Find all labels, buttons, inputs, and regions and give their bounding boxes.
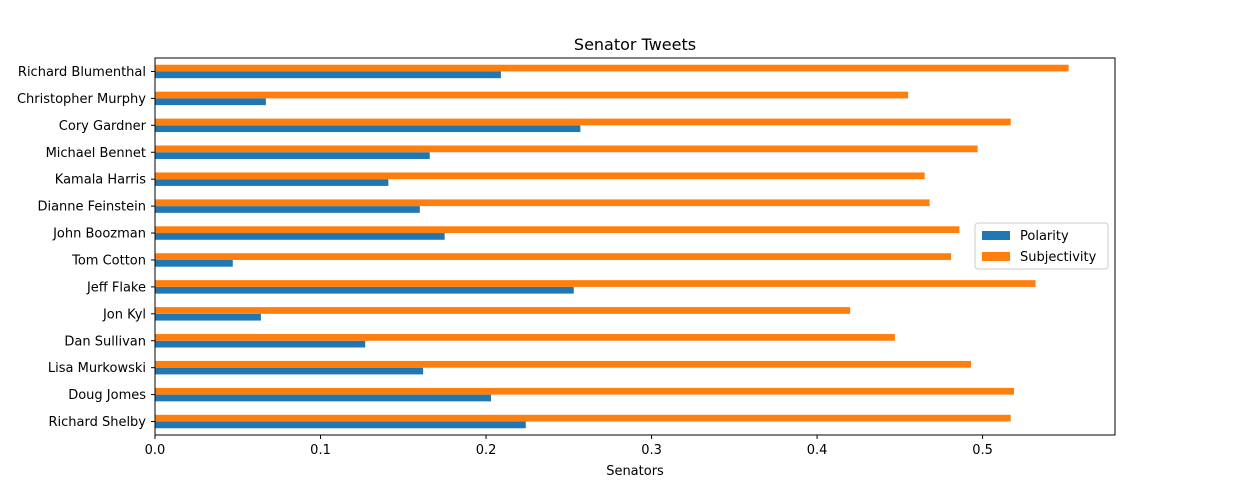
legend-label-polarity: Polarity	[1020, 229, 1069, 244]
bar-subjectivity-jeff-flake	[155, 280, 1036, 287]
bar-subjectivity-lisa-murkowski	[155, 360, 971, 368]
x-tick-label: 0.0	[145, 443, 166, 458]
legend-label-subjectivity: Subjectivity	[1020, 250, 1097, 265]
bars-group	[155, 64, 1069, 429]
plot-frame	[154, 57, 1116, 436]
bar-subjectivity-dan-sullivan	[155, 334, 895, 341]
bar-polarity-dianne-feinstein	[155, 206, 420, 213]
bar-subjectivity-cory-gardner	[155, 118, 1011, 126]
y-tick-label: Kamala Harris	[55, 173, 146, 188]
bar-subjectivity-kamala-harris	[155, 172, 925, 180]
bar-polarity-cory-gardner	[155, 125, 581, 133]
y-tick-label: Jon Kyl	[102, 307, 146, 322]
legend-swatch-subjectivity	[982, 252, 1010, 261]
legend-swatch-polarity	[982, 231, 1010, 240]
bar-polarity-richard-blumenthal	[155, 71, 501, 79]
y-tick-label: Tom Cotton	[71, 253, 146, 268]
x-axis-label: Senators	[606, 464, 664, 479]
y-axis: Richard Shelby Doug Jomes Lisa Murkowski Da…	[17, 65, 155, 430]
y-tick-label: Cory Gardner	[59, 119, 147, 134]
bar-subjectivity-christopher-murphy	[155, 91, 909, 99]
bar-subjectivity-richard-blumenthal	[155, 64, 1069, 72]
bar-polarity-jeff-flake	[155, 286, 574, 294]
bar-subjectivity-tom-cotton	[155, 253, 952, 260]
y-tick-label: Richard Blumenthal	[18, 65, 146, 80]
bar-subjectivity-john-boozman	[155, 226, 960, 234]
legend: Polarity Subjectivity	[974, 222, 1109, 270]
bar-polarity-richard-shelby	[155, 421, 526, 429]
y-tick-label: Doug Jomes	[68, 388, 146, 403]
bar-polarity-dan-sullivan	[155, 340, 366, 348]
x-tick-label: 0.1	[310, 443, 331, 458]
bar-subjectivity-dianne-feinstein	[155, 199, 930, 207]
y-tick-label: John Boozman	[52, 227, 146, 242]
bar-polarity-john-boozman	[155, 233, 445, 240]
bar-polarity-tom-cotton	[155, 259, 233, 267]
bar-polarity-doug-jomes	[155, 394, 491, 402]
bar-subjectivity-doug-jomes	[155, 387, 1015, 395]
bar-polarity-kamala-harris	[155, 179, 389, 186]
x-tick-label: 0.2	[476, 443, 497, 458]
bar-subjectivity-jon-kyl	[155, 307, 851, 314]
y-tick-label: Christopher Murphy	[17, 92, 146, 107]
x-tick-label: 0.3	[641, 443, 662, 458]
x-axis: 0.0 0.1 0.2 0.3 0.4 0.5	[145, 435, 993, 458]
y-tick-label: Dianne Feinstein	[37, 200, 146, 215]
bar-subjectivity-richard-shelby	[155, 414, 1011, 422]
y-tick-label: Richard Shelby	[48, 415, 146, 430]
bar-polarity-michael-bennet	[155, 152, 430, 159]
y-tick-label: Michael Bennet	[46, 146, 146, 161]
y-tick-label: Jeff Flake	[86, 280, 146, 295]
x-tick-label: 0.4	[807, 443, 828, 458]
chart-title: Senator Tweets	[574, 35, 696, 54]
y-tick-label: Lisa Murkowski	[48, 361, 146, 376]
bar-polarity-lisa-murkowski	[155, 367, 424, 375]
bar-polarity-jon-kyl	[155, 313, 261, 321]
x-tick-label: 0.5	[972, 443, 993, 458]
bar-subjectivity-michael-bennet	[155, 145, 978, 153]
y-tick-label: Dan Sullivan	[64, 334, 146, 349]
bar-polarity-christopher-murphy	[155, 98, 266, 106]
